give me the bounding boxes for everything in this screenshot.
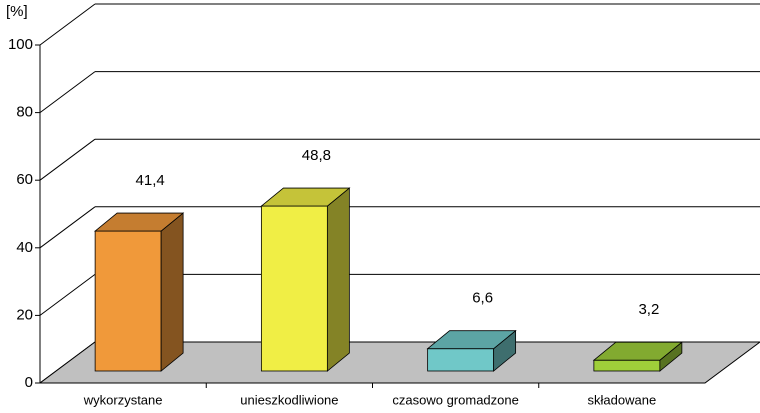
value-label: 3,2 [638, 301, 659, 318]
bar [260, 205, 328, 372]
grid-line [39, 273, 96, 316]
x-tick-label: unieszkodliwione [240, 392, 338, 407]
x-tick-label: składowane [588, 392, 657, 407]
y-tick-label: 40 [16, 239, 33, 256]
value-label: 41,4 [136, 172, 165, 189]
y-tick-label: 60 [16, 171, 33, 188]
bar-top [260, 187, 351, 207]
bar-side [160, 212, 184, 372]
grid-line [39, 71, 96, 114]
grid-line [39, 3, 96, 46]
bar-top [592, 341, 683, 361]
x-tick-label: wykorzystane [83, 392, 163, 407]
bar-top [94, 212, 185, 232]
y-tick-label: 100 [8, 36, 33, 53]
value-label: 48,8 [302, 147, 331, 164]
bar-top [426, 330, 517, 350]
y-tick-label: 20 [16, 306, 33, 323]
value-label: 6,6 [472, 290, 493, 307]
grid-line [39, 206, 96, 249]
bar [593, 359, 661, 372]
bar-side [326, 187, 350, 372]
bar [427, 348, 495, 372]
x-tick-label: czasowo gromadzone [392, 392, 518, 407]
y-tick-label: 80 [16, 104, 33, 121]
y-tick-label: 0 [25, 374, 33, 391]
y-axis-label: [%] [6, 3, 28, 20]
grid-line [39, 138, 96, 181]
bar [94, 230, 162, 372]
